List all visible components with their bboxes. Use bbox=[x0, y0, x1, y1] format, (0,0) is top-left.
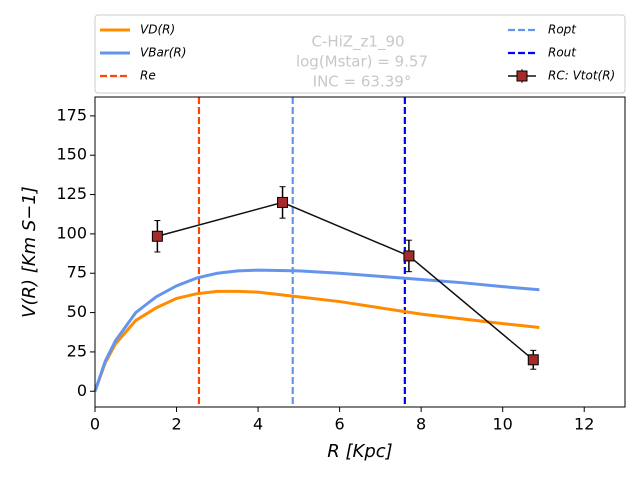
y-tick-label: 0 bbox=[77, 381, 87, 400]
series-line bbox=[93, 268, 540, 392]
plot-frame bbox=[94, 96, 626, 408]
y-tick-label: 175 bbox=[56, 105, 87, 124]
y-tick-label: 125 bbox=[56, 184, 87, 203]
legend-box bbox=[94, 14, 626, 94]
legend-label: Ropt bbox=[548, 23, 577, 37]
x-tick-label: 2 bbox=[171, 415, 181, 434]
series-line bbox=[157, 201, 534, 361]
data-point bbox=[403, 250, 415, 262]
data-point bbox=[151, 230, 163, 242]
x-tick-label: 12 bbox=[574, 415, 594, 434]
y-tick-label: 75 bbox=[67, 263, 87, 282]
y-axis-label: V(R) [Km S−1] bbox=[19, 186, 40, 318]
series-line bbox=[93, 289, 540, 392]
x-tick-label: 8 bbox=[416, 415, 426, 434]
annotation: C-HiZ_z1_90 bbox=[311, 33, 404, 52]
legend-label: VD(R) bbox=[140, 23, 175, 37]
data-point bbox=[277, 196, 289, 208]
y-tick-label: 50 bbox=[67, 302, 87, 321]
x-tick-label: 4 bbox=[253, 415, 263, 434]
x-tick-label: 6 bbox=[335, 415, 345, 434]
legend-label: Rout bbox=[548, 46, 577, 60]
annotation: INC = 63.39° bbox=[313, 73, 412, 91]
x-tick-label: 10 bbox=[493, 415, 513, 434]
legend-swatch bbox=[516, 70, 528, 82]
legend-label: VBar(R) bbox=[140, 46, 186, 60]
data-point bbox=[527, 354, 539, 366]
y-tick-label: 150 bbox=[56, 145, 87, 164]
y-tick-label: 100 bbox=[56, 223, 87, 242]
x-axis-label: R [Kpc] bbox=[327, 441, 392, 462]
legend-label: RC: Vtot(R) bbox=[548, 69, 615, 83]
legend-label: Re bbox=[140, 69, 156, 83]
annotation: log(Mstar) = 9.57 bbox=[296, 53, 428, 71]
x-tick-label: 0 bbox=[90, 415, 100, 434]
y-tick-label: 25 bbox=[67, 341, 87, 360]
